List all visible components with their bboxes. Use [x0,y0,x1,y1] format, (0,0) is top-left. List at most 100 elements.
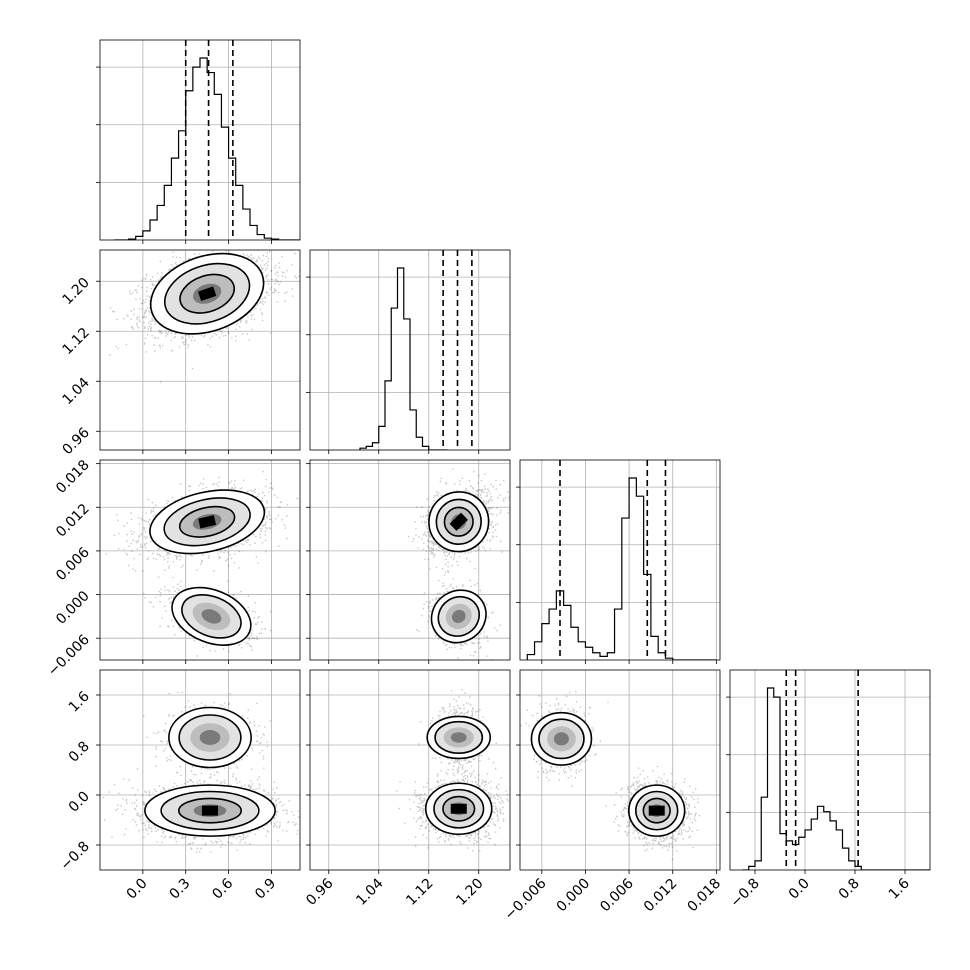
x-tick-label: 0.018 [685,876,725,916]
panel-2-1 [306,459,511,664]
contour-line-0-0 [424,782,493,836]
density-peak [449,512,468,531]
density-peak [648,805,665,816]
axes-frame [99,39,301,241]
axes-frame [309,459,511,661]
contour-line-0-1 [163,262,251,325]
contour-line-1-0 [426,715,492,760]
contour-line-1-1 [434,720,484,755]
x-tick-label: 0.96 [303,875,336,908]
x-tick-label: 0.0 [786,876,813,903]
x-tick-label: −0.006 [502,875,550,923]
contour-line-0-1 [435,498,482,545]
panel-content [100,40,300,240]
axes-frame [309,669,511,871]
density-level-3 [553,732,569,746]
density-level-3 [201,609,222,624]
histogram-series-3 [742,687,930,870]
axes-frame [99,669,301,871]
x-tick-label: 1.12 [403,876,436,909]
axes-frame [519,459,721,661]
x-tick-label: 0.6 [209,875,236,902]
x-tick-label: 0.000 [554,876,594,916]
panel-1-1 [306,249,511,454]
contour-line-1-0 [430,589,487,644]
contour-line-1-1 [181,594,242,639]
y-tick-label: −0.006 [45,632,93,680]
x-tick-label: −0.8 [727,876,762,911]
x-tick-label: 1.20 [453,876,486,909]
panel-content [730,670,930,870]
contour-line-0-0 [628,784,686,837]
axes-frame [99,459,301,661]
density-peak [198,515,217,529]
panel-3-0: 0.0 0.3 0.6 0.9 −0.8 0.0 0.8 1.6 [57,669,301,903]
y-tick-label: 1.12 [59,325,92,358]
panel-content [520,460,720,660]
contour-line-0-0 [149,252,265,335]
panel-3-3: −0.8 0.0 0.8 1.6 [726,669,931,911]
contour-line-0-1 [433,788,485,829]
contour-line-0-1 [634,790,679,831]
panel-content [100,460,300,660]
density-peak [197,286,217,302]
panel-content [520,670,720,870]
contour-line-1-0 [171,586,252,646]
panel-2-2 [516,459,721,664]
y-tick-label: 0.8 [66,739,93,766]
contour-line-1-0 [530,711,593,766]
density-peak [202,805,218,816]
x-tick-label: 0.012 [641,876,681,916]
y-tick-label: 0.000 [53,588,93,628]
panel-0-0 [96,39,301,244]
y-tick-label: 1.04 [59,375,92,408]
density-level-3 [199,730,221,745]
contour-line-1-1 [538,718,585,760]
contour-line-0-2 [179,273,235,314]
x-tick-label: 0.006 [597,875,637,915]
density-peak [450,803,467,814]
density-level-3 [451,609,466,623]
y-tick-label: −0.8 [57,839,92,874]
y-tick-label: 1.20 [59,275,92,308]
panel-3-1: 0.96 1.04 1.12 1.20 [303,669,511,909]
axes-frame [729,669,931,871]
y-tick-label: 0.018 [53,457,93,497]
y-tick-label: 1.6 [66,688,93,715]
contour-line-0-2 [442,795,476,822]
contour-line-1-1 [178,714,242,761]
panel-content [100,250,300,450]
contour-line-1-1 [437,595,480,637]
x-tick-label: 0.9 [252,876,279,903]
panel-content [310,250,510,450]
contour-line-0-2 [178,505,236,538]
y-tick-label: 0.96 [59,425,92,458]
axes-frame [99,249,301,451]
contour-line-0-1 [160,790,260,831]
panel-content [310,670,510,870]
contour-line-0-2 [642,797,671,824]
x-tick-label: 0.3 [166,876,193,903]
x-tick-label: 0.8 [836,876,863,903]
x-tick-label: 0.0 [124,876,151,903]
contour-line-0-0 [144,784,276,837]
contour-line-0-2 [177,797,243,824]
histogram-series-2 [526,477,717,660]
axes-frame [309,249,511,451]
density-level-3 [450,732,467,743]
axes-frame [519,669,721,871]
histogram-series-1 [359,267,448,450]
panel-content [100,670,300,870]
panel-3-2: −0.006 0.000 0.006 0.012 0.018 [502,669,725,923]
histogram-series-0 [114,57,300,240]
y-tick-label: 0.0 [66,789,93,816]
contour-line-1-0 [168,706,252,769]
y-tick-label: 0.012 [53,501,93,541]
panel-1-0: 0.96 1.04 1.12 1.20 [59,249,301,458]
x-tick-label: 1.6 [886,875,913,902]
y-tick-label: 0.006 [53,544,93,584]
x-tick-label: 1.04 [353,875,386,908]
panel-content [310,460,510,660]
